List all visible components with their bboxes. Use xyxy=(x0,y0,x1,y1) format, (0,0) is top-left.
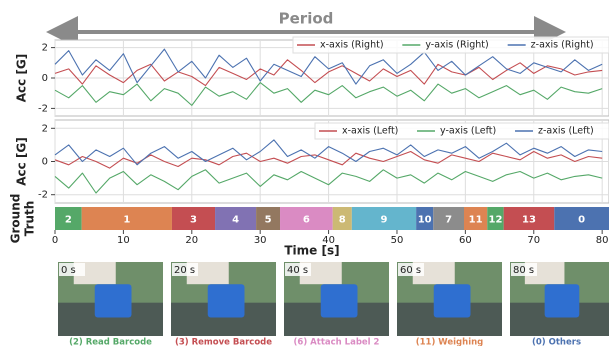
y-axis-label: Truth xyxy=(23,201,37,237)
y-tick-label: 0 xyxy=(42,73,48,84)
legend-label: x-axis (Left) xyxy=(342,126,398,137)
legend-label: z-axis (Left) xyxy=(538,126,594,137)
segment-label: 0 xyxy=(578,215,585,226)
photo: 60 s xyxy=(397,262,502,336)
photo-time: 60 s xyxy=(400,265,421,276)
photo-caption: (2) Read Barcode xyxy=(69,338,152,346)
photo-caption: (3) Remove Barcode xyxy=(175,338,272,346)
legend-label: z-axis (Right) xyxy=(531,40,594,51)
photo-time: 0 s xyxy=(61,265,76,276)
segment-label: 12 xyxy=(489,215,503,226)
photo-time: 80 s xyxy=(513,265,534,276)
x-tick-label: 80 xyxy=(596,235,609,246)
photo-object xyxy=(321,284,358,317)
y-axis-label: Acc [G] xyxy=(15,137,29,186)
segment-label: 10 xyxy=(418,215,432,226)
segment-label: 6 xyxy=(303,215,310,226)
legend: x-axis (Right) y-axis (Right) z-axis (Righ… xyxy=(293,37,609,53)
photo-caption: (11) Weighing xyxy=(416,338,484,346)
segment-label: 7 xyxy=(445,215,452,226)
legend-label: y-axis (Right) xyxy=(425,40,488,51)
segment-label: 4 xyxy=(232,215,239,226)
photo-object xyxy=(434,284,471,317)
photo-time: 40 s xyxy=(287,265,308,276)
y-axis-label: Acc [G] xyxy=(15,54,29,103)
y-tick-label: -2 xyxy=(38,190,48,201)
photo-time: 20 s xyxy=(174,265,195,276)
x-tick-label: 30 xyxy=(254,235,267,246)
photo-object xyxy=(95,284,132,317)
segment-label: 3 xyxy=(190,215,197,226)
y-tick-label: 0 xyxy=(42,157,48,168)
x-axis-label: Time [s] xyxy=(284,244,339,258)
segment-label: 2 xyxy=(65,215,72,226)
segment-label: 5 xyxy=(265,215,272,226)
photo-object xyxy=(545,284,580,317)
legend-label: y-axis (Left) xyxy=(440,126,496,137)
x-tick-label: 70 xyxy=(527,235,540,246)
photo-caption: (0) Others xyxy=(532,338,581,346)
segment-label: 9 xyxy=(380,215,387,226)
x-tick-label: 60 xyxy=(459,235,472,246)
segment-label: 1 xyxy=(123,215,130,226)
segment-label: 13 xyxy=(522,215,536,226)
y-tick-label: 2 xyxy=(42,43,48,54)
x-tick-label: 20 xyxy=(185,235,198,246)
figure: Period -202Acc [G]x-axis (Right)y-axis (… xyxy=(0,0,609,346)
y-axis-label: Ground xyxy=(9,194,23,244)
legend: x-axis (Left) y-axis (Left) z-axis (Left) xyxy=(315,123,609,139)
y-tick-label: -2 xyxy=(38,103,48,114)
segment-label: 8 xyxy=(339,215,346,226)
period-label: Period xyxy=(279,10,334,28)
legend-label: x-axis (Right) xyxy=(320,40,384,51)
x-tick-label: 50 xyxy=(391,235,404,246)
x-tick-label: 0 xyxy=(52,235,58,246)
photo-object xyxy=(208,284,245,317)
x-tick-label: 10 xyxy=(117,235,130,246)
photo: 0 s xyxy=(58,262,163,336)
photo: 40 s xyxy=(284,262,389,336)
photo: 20 s xyxy=(171,262,276,336)
segment-label: 11 xyxy=(469,215,483,226)
y-tick-label: 2 xyxy=(42,123,48,134)
photo: 80 s xyxy=(510,262,609,336)
photo-caption: (6) Attach Label 2 xyxy=(294,338,380,346)
